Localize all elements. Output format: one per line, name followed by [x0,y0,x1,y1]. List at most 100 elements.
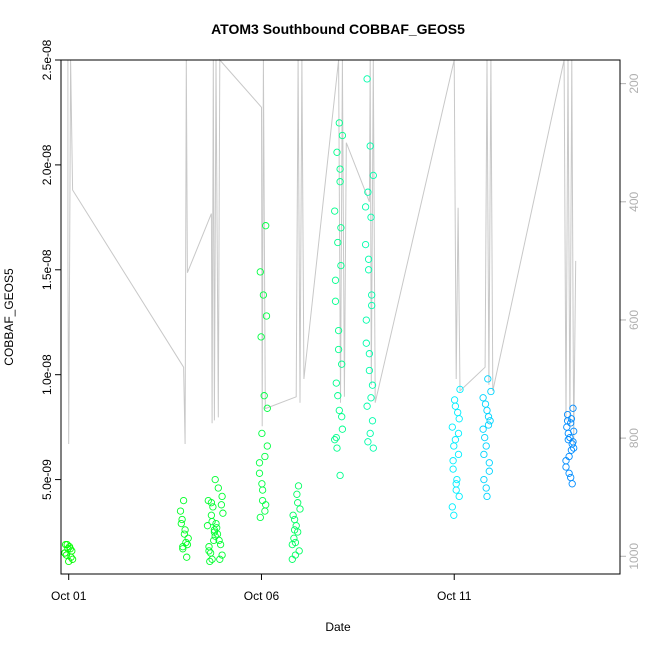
data-point [331,207,339,215]
data-point [565,452,573,461]
data-point [362,339,370,347]
data-point [369,171,377,180]
data-point [365,366,374,375]
data-point [452,486,460,494]
data-point [364,266,373,274]
y-tick-label: 1.0e-08 [40,354,54,395]
data-point [292,522,300,530]
data-point [288,555,296,563]
data-point [479,425,487,433]
data-point [569,438,577,446]
data-points [61,75,578,566]
data-point [338,360,346,368]
data-point [484,421,493,429]
data-point [569,404,577,412]
data-point [480,450,488,459]
data-point [455,415,463,423]
data-point [565,469,573,477]
chart-title: ATOM3 Southbound COBBAF_GEOS5 [211,21,465,37]
data-point [451,402,460,410]
data-point [203,522,212,530]
data-point [212,519,220,528]
data-point [218,551,226,559]
data-point [448,423,456,431]
data-point [210,536,218,545]
data-point [368,301,376,310]
data-point [332,433,340,442]
data-point [331,436,339,444]
data-point [454,450,463,459]
data-point [179,545,187,553]
data-point [219,509,227,517]
data-point [260,392,268,400]
data-point [454,429,463,438]
data-point [65,557,73,566]
data-point [368,381,377,389]
data-point [449,465,457,473]
data-point [456,385,464,394]
data-point [294,499,302,507]
x-tick-label: Oct 11 [437,589,472,603]
data-point [484,375,492,383]
data-point [258,496,267,505]
data-point [369,444,377,452]
data-point [562,463,570,471]
data-point [258,480,266,488]
y-tick-label: 2.0e-08 [40,144,54,185]
data-point [333,444,341,452]
data-point [183,553,191,561]
data-point [290,526,299,534]
data-point [180,530,189,538]
data-point [364,438,372,446]
data-point [336,165,344,173]
y-axis-label: COBBAF_GEOS5 [2,268,16,366]
data-point [68,555,77,563]
data-point [482,442,490,450]
data-point [567,473,575,482]
data-point [367,213,375,221]
data-point [334,392,342,400]
data-point [291,538,300,547]
y-tick-label: 1.5e-08 [40,249,54,290]
x-tick-label: Oct 01 [51,589,87,603]
data-point [296,505,304,513]
data-point [485,459,493,467]
data-point [334,345,343,354]
data-point [485,467,493,475]
data-point [205,547,213,555]
data-point [206,549,215,557]
data-point [483,406,491,415]
data-point [448,503,456,511]
data-point [293,490,301,498]
data-point [363,402,371,410]
data-point [361,203,370,211]
data-point [206,557,214,566]
y2-tick-label: 200 [627,73,641,93]
data-point [257,333,265,341]
data-point [366,142,374,150]
data-point [290,534,298,542]
data-point [333,148,341,156]
data-point [336,471,344,480]
data-point [364,255,373,263]
data-point [263,404,271,412]
data-point [65,543,74,551]
data-point [364,188,372,196]
x-axis: Oct 01 Oct 06 Oct 11 [51,574,472,603]
data-point [213,524,221,532]
plot-frame [60,59,621,575]
data-point [179,496,188,505]
data-point [567,415,576,423]
data-point [261,507,269,515]
y-tick-label: 5.0e-09 [40,459,54,500]
data-point [368,291,376,299]
data-point [479,394,487,402]
data-point [182,538,190,547]
data-point [255,459,264,467]
data-point [178,515,186,524]
data-point [365,350,374,358]
data-point [214,484,222,492]
data-point [216,555,224,563]
y2-tick-label: 600 [627,310,641,330]
data-point [331,297,340,305]
